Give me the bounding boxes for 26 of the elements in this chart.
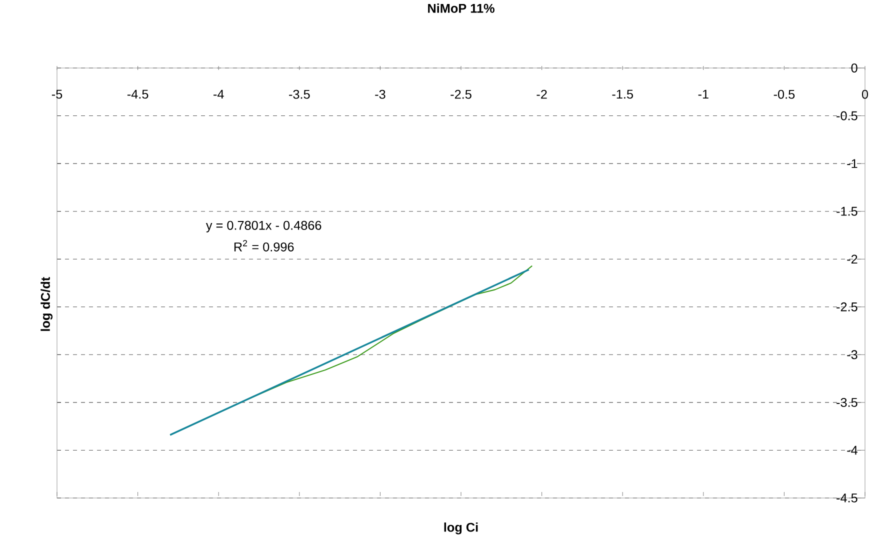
x-tick-label: -4.5 [127,90,148,99]
x-tick-label: -1 [698,90,708,99]
x-tick-label: -5 [52,90,62,99]
x-tick-label: -1.5 [612,90,633,99]
x-tick-label: -3 [375,90,386,99]
y-tick-label: -0.5 [836,111,858,120]
y-axis-title: log dC/dt [40,277,53,331]
x-tick-label: -2.5 [450,90,472,99]
x-tick-label: 0 [862,90,868,99]
y-tick-label: 0 [851,64,858,72]
y-tick-label: -3 [847,350,858,360]
annotation: y = 0.7801x - 0.4866 [206,220,322,232]
annotation: R$^{2}$ = 0.996 [234,240,294,252]
chart-title: NiMoP 11% [428,4,494,13]
y-tick-label: -1.5 [836,206,858,216]
x-tick-label: -0.5 [774,90,795,99]
y-tick-label: -2 [847,254,858,264]
y-tick-label: -1 [847,159,858,168]
x-tick-label: -3.5 [289,90,310,99]
x-tick-label: -4 [214,90,224,99]
y-tick-label: -4.5 [836,494,858,502]
y-tick-label: -4 [847,446,858,455]
x-tick-label: -2 [536,90,547,99]
x-axis-title: log Ci [444,522,478,534]
y-tick-label: -3.5 [836,398,858,407]
y-tick-label: -2.5 [836,302,858,312]
